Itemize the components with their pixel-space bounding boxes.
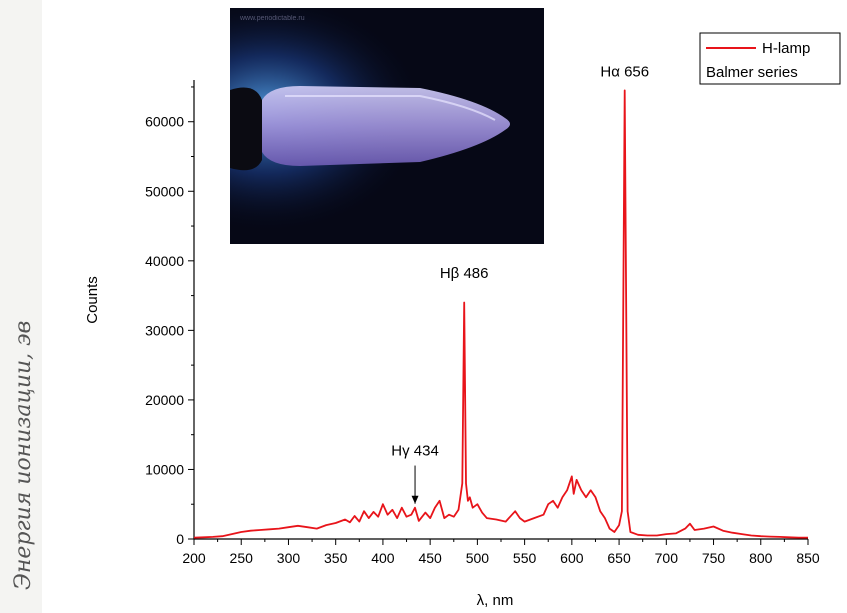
x-tick-label-800: 800 <box>749 550 773 566</box>
x-tick-label-300: 300 <box>277 550 301 566</box>
x-tick-label-700: 700 <box>655 550 679 566</box>
x-tick-label-400: 400 <box>371 550 395 566</box>
legend: H-lamp Balmer series <box>699 32 841 85</box>
y-tick-label-40000: 40000 <box>145 253 184 269</box>
side-text: Энергия ионизации, эв <box>11 321 36 590</box>
peak-label-0: Hγ 434 <box>391 443 439 460</box>
peak-label-2: Hα 656 <box>600 64 649 81</box>
x-tick-label-500: 500 <box>466 550 490 566</box>
x-tick-label-750: 750 <box>702 550 726 566</box>
x-tick-label-600: 600 <box>560 550 584 566</box>
series-line-h-lamp <box>193 89 808 539</box>
inset-photo: www.periodictable.ru <box>230 8 544 244</box>
x-tick-label-200: 200 <box>182 550 206 566</box>
x-tick-label-350: 350 <box>324 550 348 566</box>
x-tick-label-450: 450 <box>418 550 442 566</box>
y-ticks: 0 10000 20000 30000 40000 50000 60000 <box>145 86 194 547</box>
x-tick-label-850: 850 <box>796 550 820 566</box>
peak-label-1: Hβ 486 <box>440 265 489 282</box>
y-tick-label-20000: 20000 <box>145 392 184 408</box>
peak-arrow-head <box>411 495 419 504</box>
y-tick-label-10000: 10000 <box>145 461 184 477</box>
x-tick-label-550: 550 <box>513 550 537 566</box>
x-tick-label-650: 650 <box>607 550 631 566</box>
y-tick-label-0: 0 <box>176 531 184 547</box>
legend-entry-h-lamp: H-lamp <box>762 40 810 57</box>
y-tick-label-60000: 60000 <box>145 114 184 130</box>
y-tick-label-30000: 30000 <box>145 322 184 338</box>
y-axis-title: Counts <box>84 276 101 324</box>
x-axis-title: λ, nm <box>477 592 514 609</box>
left-page-strip: Энергия ионизации, эв <box>0 0 42 613</box>
x-tick-label-250: 250 <box>230 550 254 566</box>
svg-text:www.periodictable.ru: www.periodictable.ru <box>239 15 305 22</box>
peak-annotations: Hγ 434 Hβ 486 Hα 656 <box>391 64 649 504</box>
y-tick-label-50000: 50000 <box>145 183 184 199</box>
legend-entry-balmer: Balmer series <box>706 64 798 81</box>
x-ticks: 200 250 300 350 400 450 500 550 600 650 700 750 800 8… <box>182 539 820 566</box>
